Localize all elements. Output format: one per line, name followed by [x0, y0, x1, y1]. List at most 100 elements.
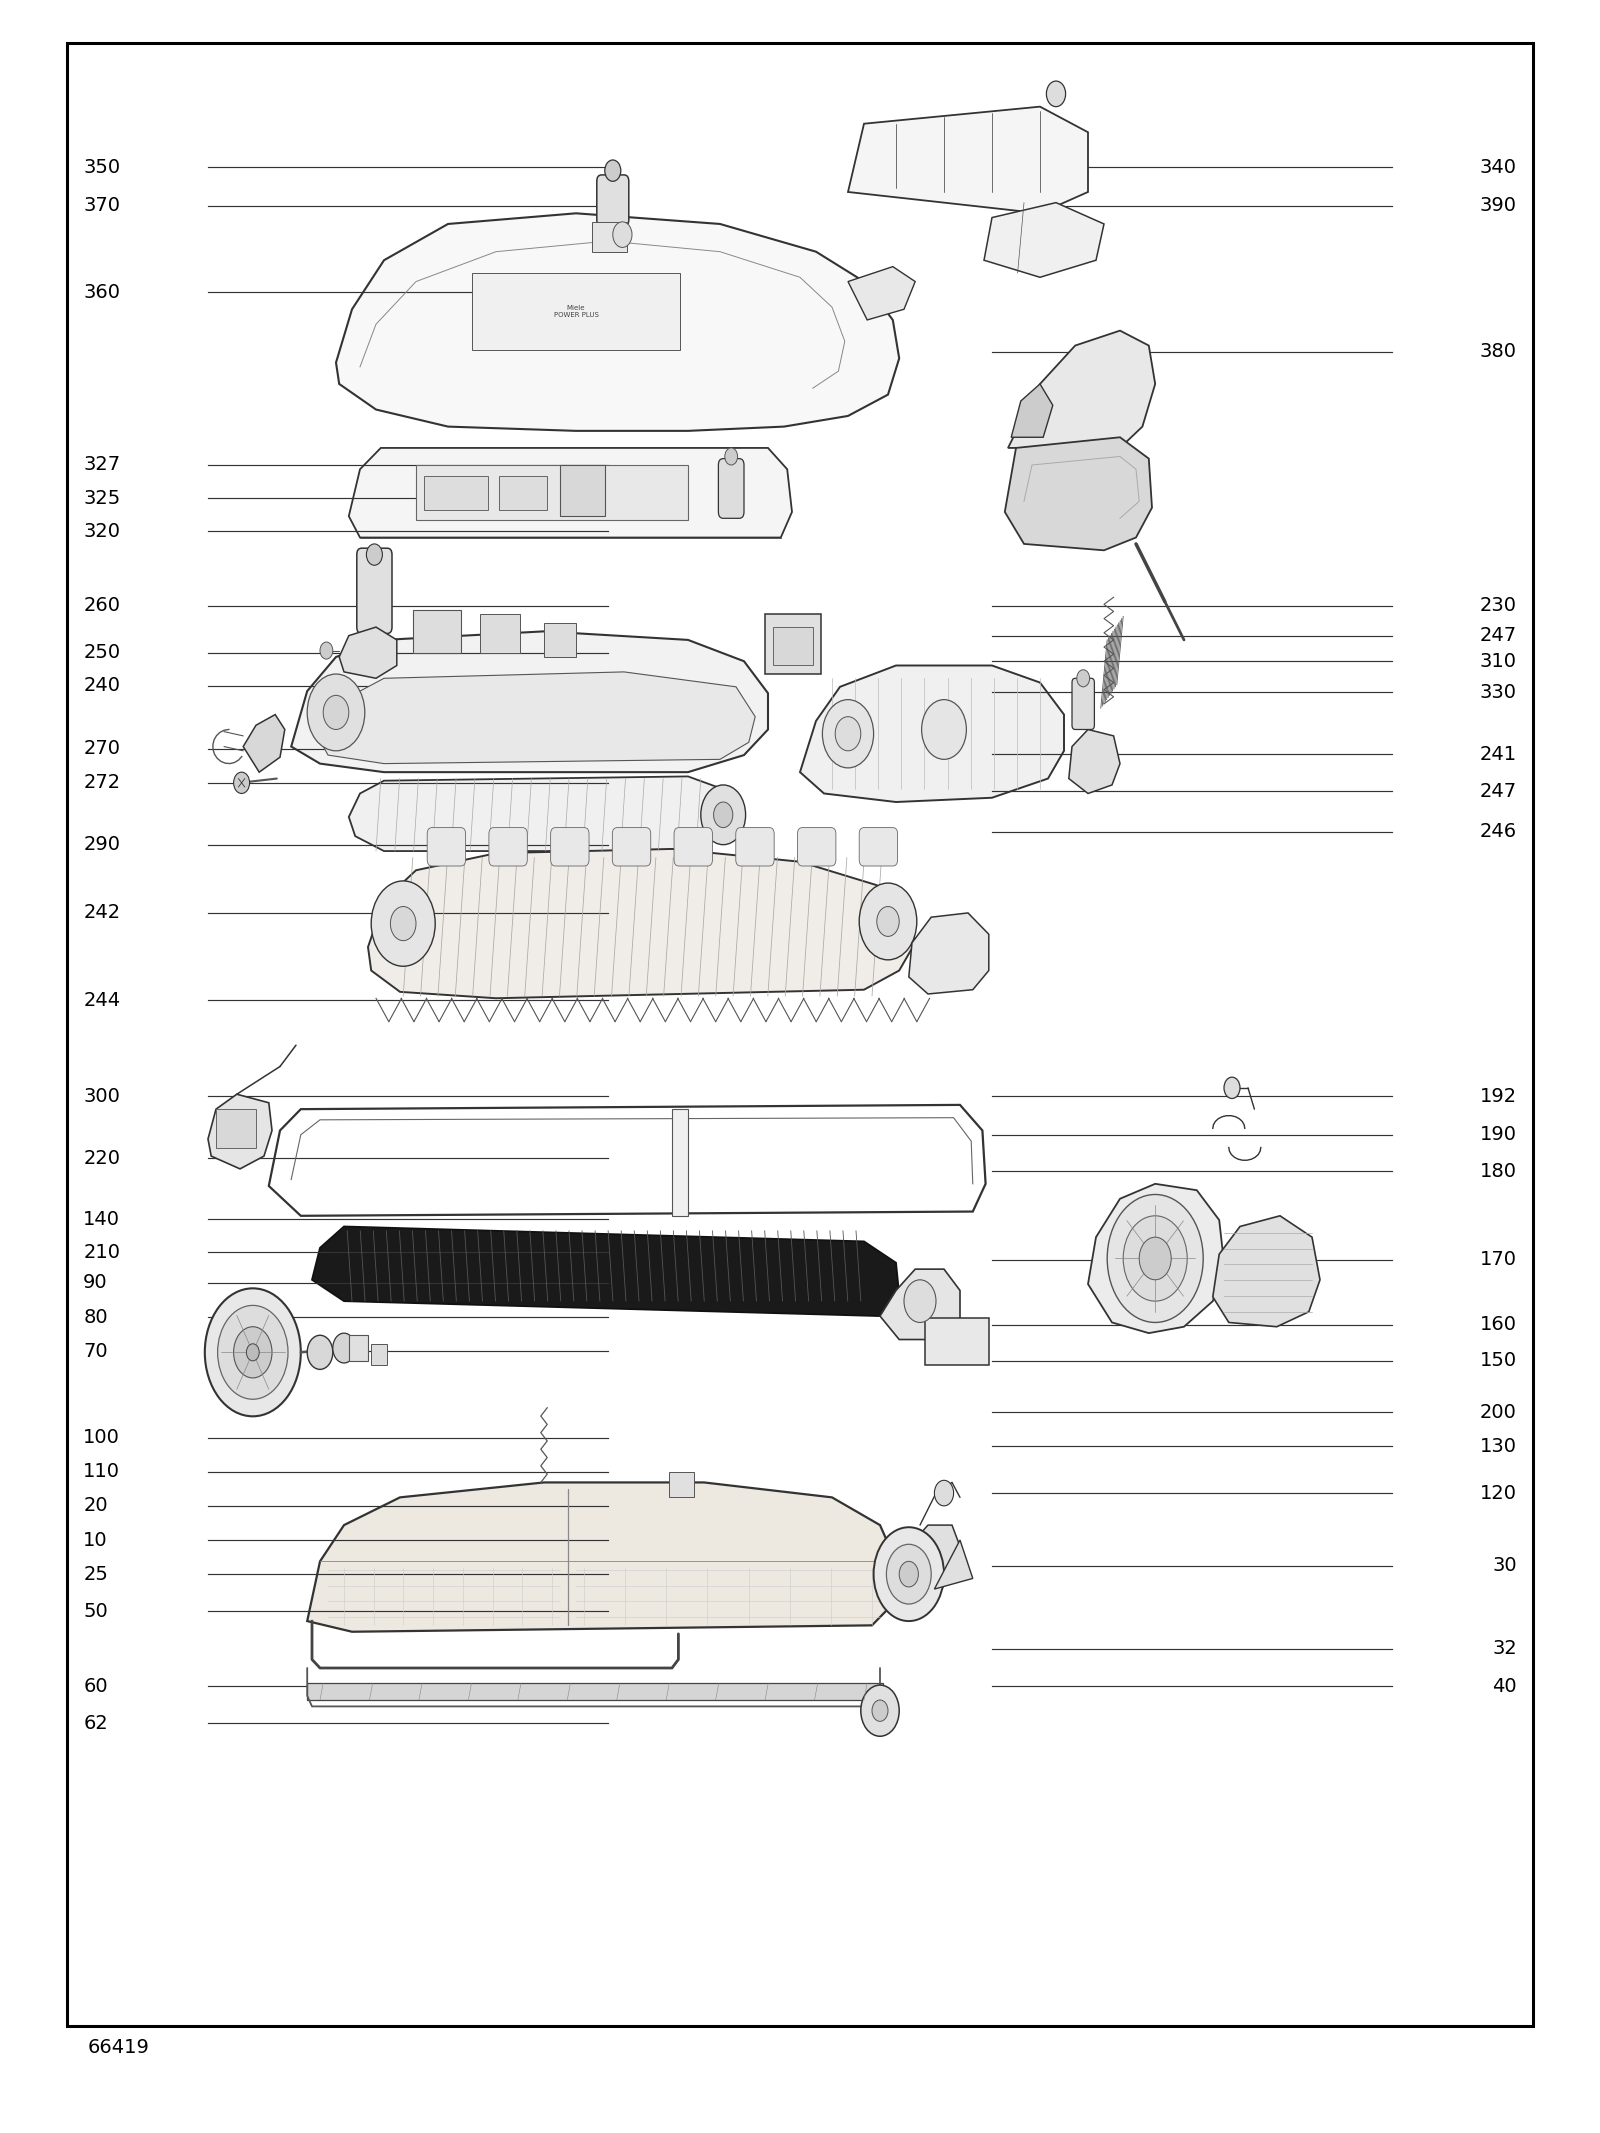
- Text: 70: 70: [83, 1342, 107, 1361]
- Text: 40: 40: [1493, 1677, 1517, 1696]
- Text: 25: 25: [83, 1566, 109, 1583]
- Text: 247: 247: [1480, 783, 1517, 800]
- Text: 60: 60: [83, 1677, 107, 1696]
- Text: 330: 330: [1480, 683, 1517, 702]
- Text: 380: 380: [1480, 343, 1517, 360]
- Circle shape: [1123, 1216, 1187, 1301]
- Text: 160: 160: [1480, 1316, 1517, 1333]
- Bar: [371, 1344, 387, 1365]
- Text: 30: 30: [1493, 1557, 1517, 1574]
- Polygon shape: [312, 1226, 899, 1316]
- Text: 220: 220: [83, 1150, 120, 1167]
- Circle shape: [877, 907, 899, 936]
- FancyBboxPatch shape: [736, 828, 774, 866]
- Text: 241: 241: [1480, 744, 1517, 764]
- Polygon shape: [243, 715, 285, 772]
- Circle shape: [366, 544, 382, 565]
- Polygon shape: [1088, 1184, 1224, 1333]
- FancyBboxPatch shape: [1072, 678, 1094, 729]
- Text: 272: 272: [83, 774, 120, 791]
- FancyBboxPatch shape: [613, 828, 651, 866]
- Polygon shape: [208, 1094, 272, 1169]
- Polygon shape: [848, 267, 915, 320]
- Text: 32: 32: [1493, 1640, 1517, 1657]
- Bar: [560, 465, 605, 516]
- Circle shape: [922, 700, 966, 759]
- Text: 10: 10: [83, 1531, 107, 1549]
- Bar: [925, 1318, 989, 1365]
- Polygon shape: [291, 631, 768, 772]
- Bar: [349, 1335, 368, 1361]
- Circle shape: [1139, 1237, 1171, 1280]
- Circle shape: [323, 695, 349, 729]
- Text: 180: 180: [1480, 1162, 1517, 1180]
- FancyBboxPatch shape: [859, 828, 898, 866]
- Polygon shape: [336, 213, 899, 431]
- Text: 325: 325: [83, 488, 120, 508]
- Text: 370: 370: [83, 196, 120, 215]
- Circle shape: [307, 1335, 333, 1369]
- FancyBboxPatch shape: [797, 828, 835, 866]
- Text: 240: 240: [83, 676, 120, 695]
- Text: Miele
POWER PLUS: Miele POWER PLUS: [554, 305, 598, 318]
- Circle shape: [701, 785, 746, 845]
- Text: 242: 242: [83, 904, 120, 921]
- Circle shape: [234, 772, 250, 793]
- Circle shape: [605, 160, 621, 181]
- Polygon shape: [984, 203, 1104, 277]
- Circle shape: [1224, 1077, 1240, 1098]
- Text: 246: 246: [1480, 823, 1517, 840]
- Circle shape: [874, 1527, 944, 1621]
- Bar: [765, 614, 821, 674]
- Bar: [413, 610, 461, 653]
- Text: 310: 310: [1480, 653, 1517, 670]
- Text: 360: 360: [83, 284, 120, 301]
- Text: 210: 210: [83, 1244, 120, 1261]
- Text: 247: 247: [1480, 627, 1517, 644]
- Text: 327: 327: [83, 456, 120, 474]
- Text: 200: 200: [1480, 1404, 1517, 1421]
- Bar: [216, 1109, 256, 1148]
- Circle shape: [934, 1480, 954, 1506]
- FancyBboxPatch shape: [357, 548, 392, 634]
- FancyBboxPatch shape: [597, 175, 629, 226]
- Polygon shape: [349, 448, 792, 538]
- Text: 290: 290: [83, 836, 120, 853]
- Text: 90: 90: [83, 1273, 107, 1293]
- Polygon shape: [1008, 331, 1155, 448]
- Polygon shape: [1213, 1216, 1320, 1327]
- Polygon shape: [800, 665, 1064, 802]
- FancyBboxPatch shape: [550, 828, 589, 866]
- Circle shape: [886, 1544, 931, 1604]
- Circle shape: [714, 802, 733, 828]
- Circle shape: [822, 700, 874, 768]
- Text: 350: 350: [83, 158, 120, 177]
- Bar: [472, 273, 680, 350]
- Text: 390: 390: [1480, 196, 1517, 215]
- Circle shape: [1046, 81, 1066, 107]
- Circle shape: [872, 1700, 888, 1721]
- Bar: [592, 222, 627, 252]
- Text: 320: 320: [83, 523, 120, 540]
- Circle shape: [246, 1344, 259, 1361]
- Polygon shape: [934, 1540, 973, 1589]
- Text: 190: 190: [1480, 1126, 1517, 1143]
- Text: 100: 100: [83, 1429, 120, 1446]
- Circle shape: [861, 1685, 899, 1736]
- Polygon shape: [368, 849, 915, 998]
- Bar: [480, 614, 520, 653]
- Text: 120: 120: [1480, 1485, 1517, 1502]
- Polygon shape: [339, 627, 397, 678]
- Circle shape: [234, 1327, 272, 1378]
- Polygon shape: [1005, 437, 1152, 550]
- Polygon shape: [880, 1269, 960, 1340]
- Bar: [669, 1472, 694, 1497]
- Text: 150: 150: [1480, 1352, 1517, 1369]
- Circle shape: [613, 222, 632, 247]
- Polygon shape: [909, 913, 989, 994]
- Text: 270: 270: [83, 740, 120, 757]
- Bar: [773, 627, 813, 665]
- Polygon shape: [848, 107, 1088, 213]
- Text: 66419: 66419: [88, 2039, 150, 2056]
- Bar: [544, 623, 576, 657]
